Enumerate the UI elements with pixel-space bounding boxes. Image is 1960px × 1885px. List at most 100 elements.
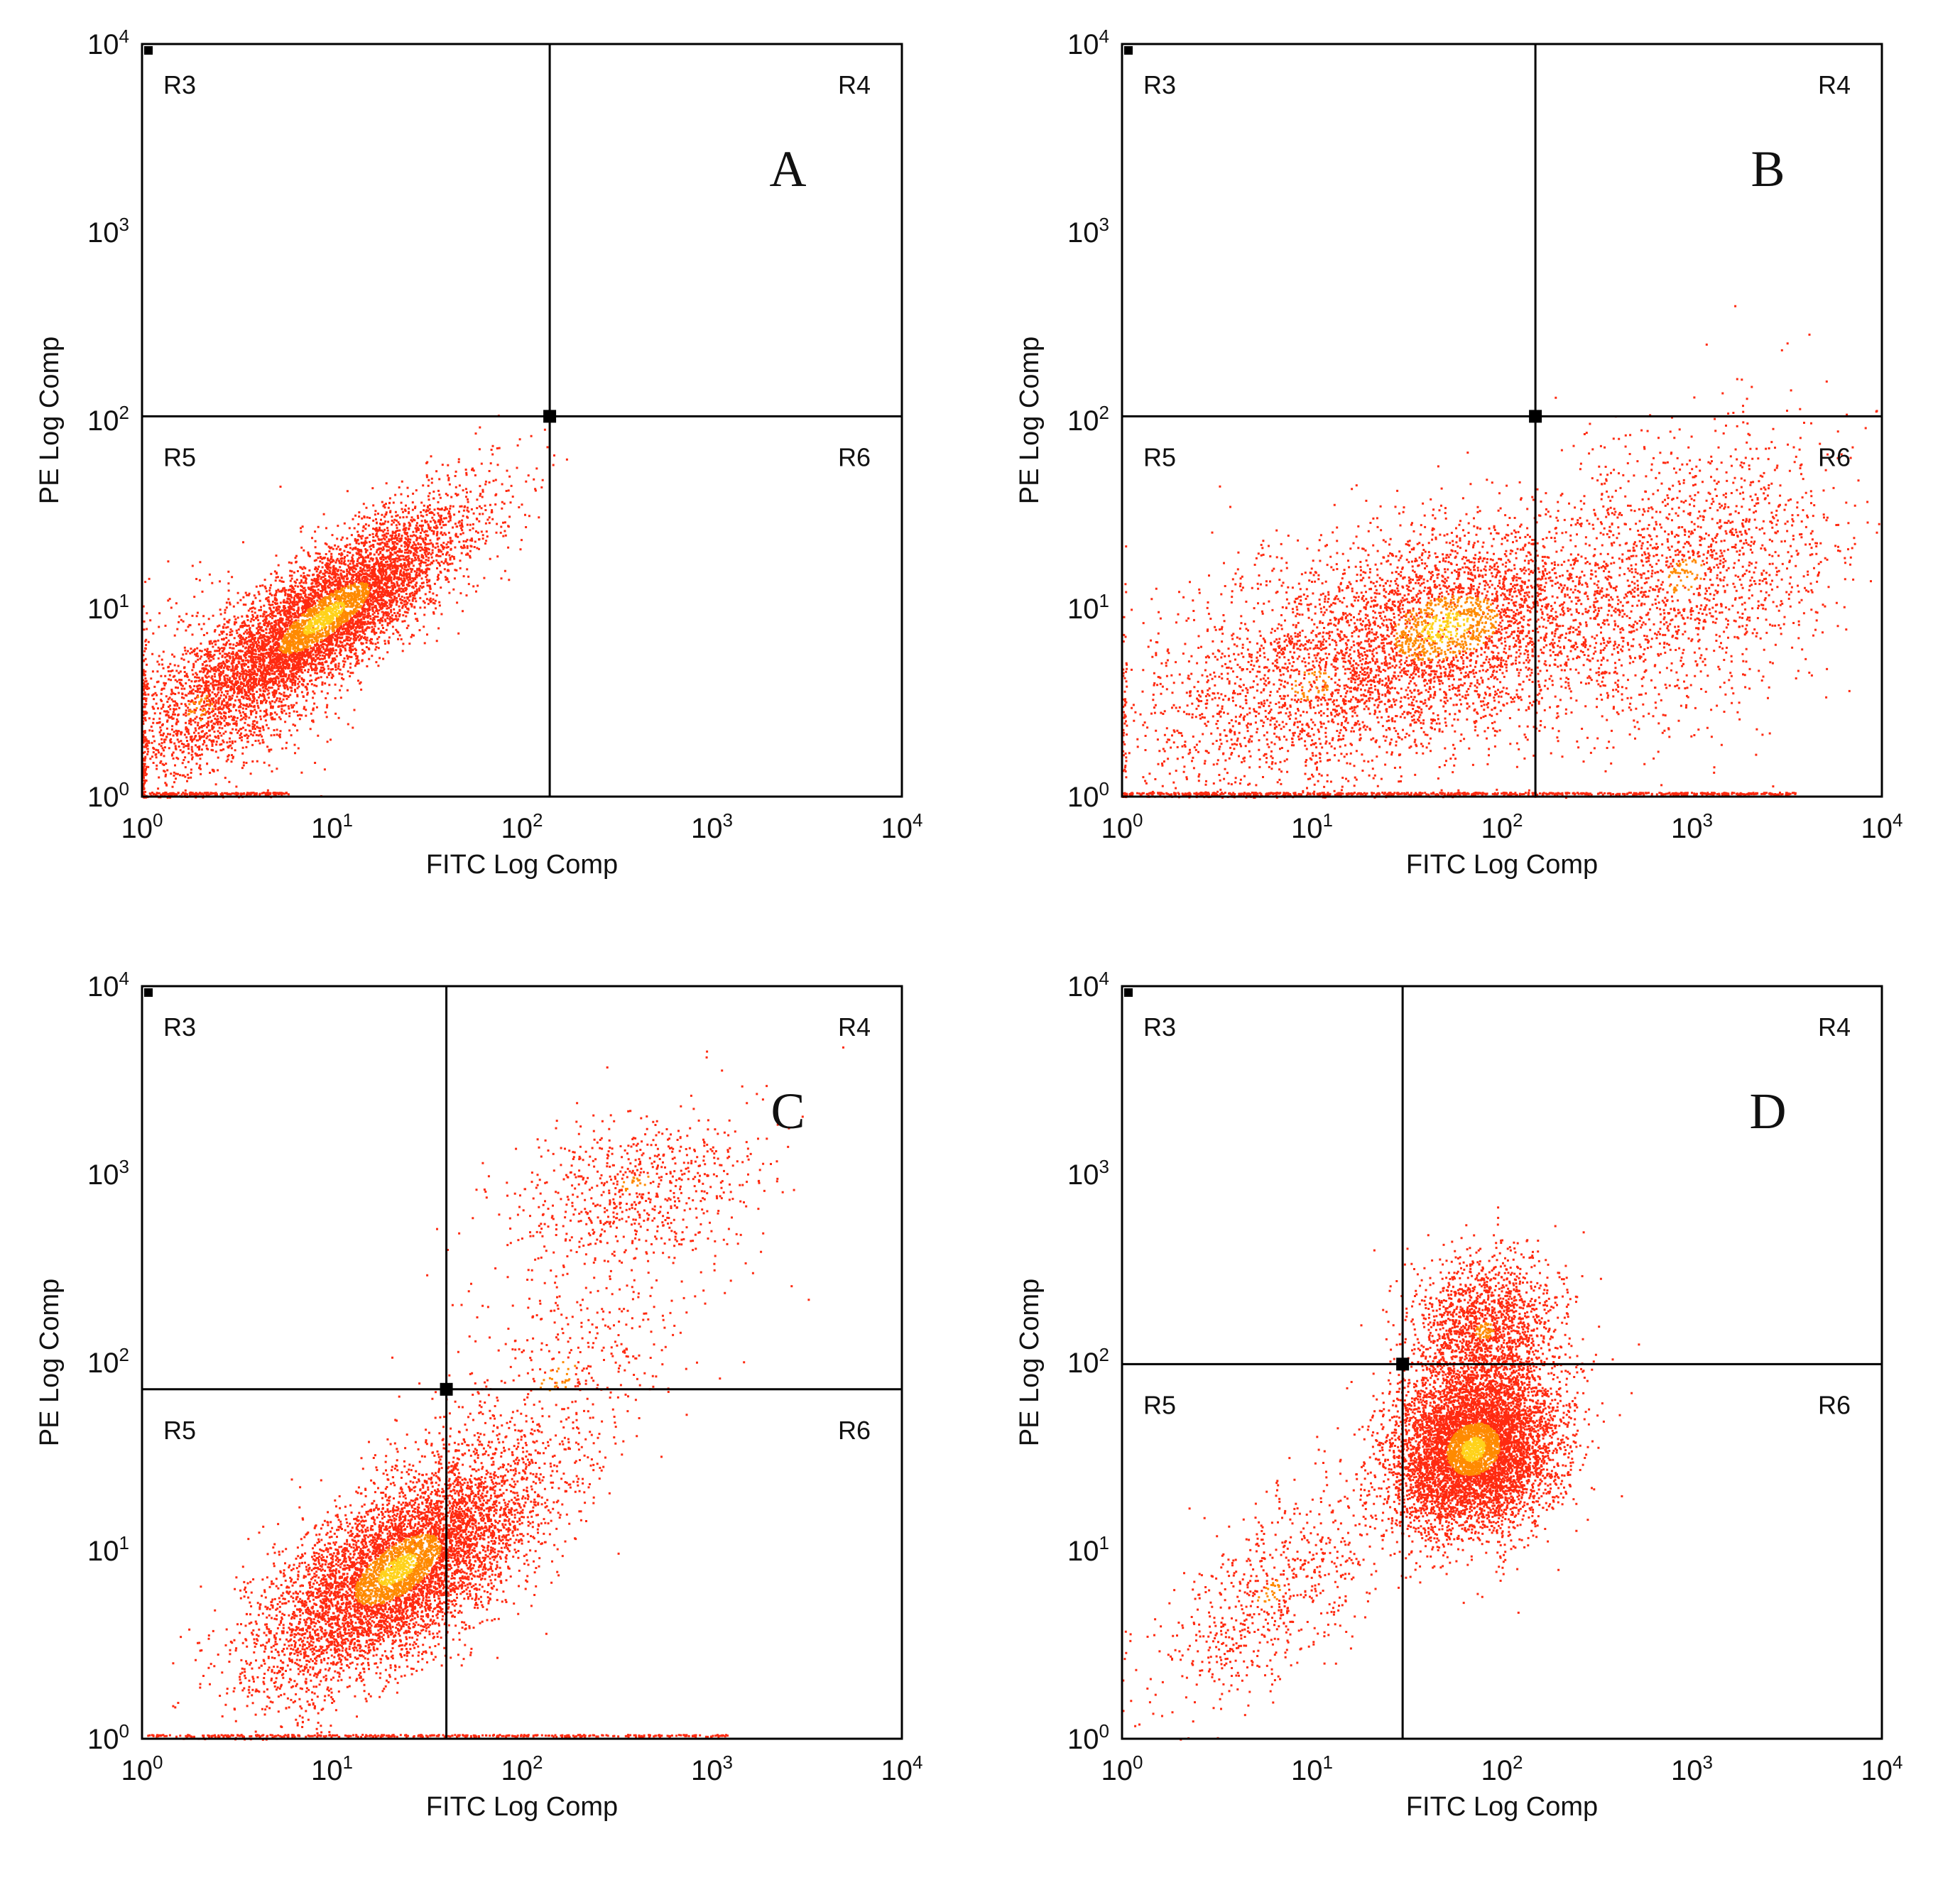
y-tick-label: 103: [1067, 214, 1109, 248]
dots-hotspot: [1421, 612, 1469, 643]
region-label-r5: R5: [1143, 442, 1176, 471]
region-label-r5: R5: [1143, 1390, 1176, 1419]
x-tick-label: 101: [1291, 1752, 1333, 1786]
dot-cloud: [1122, 1206, 1640, 1741]
region-label-r4: R4: [1818, 70, 1851, 99]
region-label-r6: R6: [838, 442, 871, 471]
y-tick-label: 104: [87, 968, 129, 1002]
x-axis-title: FITC Log Comp: [1406, 1792, 1598, 1822]
x-tick-label: 102: [1481, 809, 1523, 844]
x-axis-title: FITC Log Comp: [1406, 850, 1598, 880]
y-tick-label: 102: [87, 402, 129, 437]
dot-cloud: [142, 415, 568, 799]
panel-letter: B: [1751, 141, 1785, 197]
y-tick-label: 102: [87, 1344, 129, 1379]
x-tick-label: 100: [121, 1752, 163, 1786]
panel-c: R3 R4 R5 R6 C 100 101 102 103 104 100 101 102 103 104 F…: [0, 942, 980, 1884]
y-axis-title: PE Log Comp: [35, 1279, 65, 1447]
x-tick-label: 103: [1671, 1752, 1713, 1786]
quadrant-center-handle[interactable]: [543, 410, 557, 423]
y-tick-label: 102: [1067, 1344, 1109, 1379]
region-label-r3: R3: [1143, 1012, 1176, 1042]
region-label-r4: R4: [838, 1012, 871, 1042]
x-tick-label: 101: [311, 809, 353, 844]
y-axis-title: PE Log Comp: [35, 337, 65, 505]
corner-marker: [144, 46, 153, 55]
x-tick-label: 103: [691, 809, 733, 844]
y-tick-label: 104: [87, 26, 129, 60]
x-tick-label: 104: [1861, 1752, 1903, 1786]
panel-b: R3 R4 R5 R6 B 100 101 102 103 104 100 101 102 103 104 F…: [980, 0, 1960, 942]
x-tick-label: 102: [1481, 1752, 1523, 1786]
y-tick-label: 100: [1067, 778, 1109, 813]
region-label-r5: R5: [163, 442, 196, 471]
x-tick-label: 104: [881, 809, 923, 844]
y-tick-label: 104: [1067, 968, 1109, 1002]
corner-marker: [1124, 46, 1133, 55]
y-tick-label: 101: [87, 1532, 129, 1567]
region-label-r6: R6: [1818, 1390, 1851, 1419]
dots-hotspot: [303, 601, 345, 635]
scatter-plot-d: R3 R4 R5 R6 D 100 101 102 103 104 100 101 102 103 104 F…: [1015, 968, 1903, 1822]
region-label-r5: R5: [163, 1416, 196, 1445]
x-tick-label: 104: [1861, 809, 1903, 844]
x-axis-title: FITC Log Comp: [426, 850, 618, 880]
corner-marker: [144, 988, 153, 997]
dots-sparse: [142, 415, 568, 799]
dot-cloud: [147, 1046, 844, 1741]
panel-d: R3 R4 R5 R6 D 100 101 102 103 104 100 101 102 103 104 F…: [980, 942, 1960, 1884]
region-label-r4: R4: [838, 70, 871, 99]
scatter-plot-a: R3 R4 R5 R6 A 100 101 102 103 104 100 101 102 103 104 F…: [35, 26, 923, 880]
x-axis-title: FITC Log Comp: [426, 1792, 618, 1822]
plot-frame: [1121, 43, 1883, 798]
y-tick-label: 101: [87, 590, 129, 625]
dots-sparse: [147, 1046, 844, 1741]
y-tick-label: 103: [1067, 1156, 1109, 1191]
x-tick-label: 100: [1101, 809, 1143, 844]
quadrant-center-handle[interactable]: [1396, 1357, 1410, 1371]
panel-letter: C: [771, 1083, 805, 1140]
y-tick-label: 104: [1067, 26, 1109, 60]
x-tick-label: 101: [311, 1752, 353, 1786]
dots-dense: [187, 581, 370, 721]
panel-letter: D: [1750, 1083, 1787, 1140]
dots-dense: [354, 1175, 650, 1606]
corner-marker: [1124, 988, 1133, 997]
y-tick-label: 102: [1067, 402, 1109, 437]
region-label-r6: R6: [1818, 442, 1851, 471]
y-tick-label: 100: [87, 778, 129, 813]
scatter-plot-c: R3 R4 R5 R6 C 100 101 102 103 104 100 101 102 103 104 F…: [35, 968, 923, 1822]
dots-sparse: [1122, 305, 1880, 799]
y-axis-title: PE Log Comp: [1015, 337, 1045, 505]
y-tick-label: 101: [1067, 1532, 1109, 1567]
region-label-r4: R4: [1818, 1012, 1851, 1042]
x-tick-label: 100: [1101, 1752, 1143, 1786]
dots-sparse: [1122, 1206, 1640, 1741]
region-label-r3: R3: [163, 70, 196, 99]
x-tick-label: 103: [1671, 809, 1713, 844]
y-tick-label: 100: [1067, 1720, 1109, 1755]
plot-frame: [141, 43, 903, 798]
plot-frame: [1121, 985, 1883, 1740]
x-tick-label: 100: [121, 809, 163, 844]
dots-dense: [1257, 1321, 1501, 1603]
x-tick-label: 103: [691, 1752, 733, 1786]
panel-letter: A: [770, 141, 807, 197]
x-tick-label: 104: [881, 1752, 923, 1786]
x-tick-label: 102: [501, 809, 543, 844]
y-tick-label: 103: [87, 214, 129, 248]
panel-a: R3 R4 R5 R6 A 100 101 102 103 104 100 101 102 103 104 F…: [0, 0, 980, 942]
y-tick-label: 103: [87, 1156, 129, 1191]
quadrant-center-handle[interactable]: [440, 1382, 453, 1396]
y-tick-label: 100: [87, 1720, 129, 1755]
x-tick-label: 101: [1291, 809, 1333, 844]
dots-hotspot: [378, 1553, 418, 1587]
x-tick-label: 102: [501, 1752, 543, 1786]
region-label-r3: R3: [1143, 70, 1176, 99]
plot-frame: [141, 985, 903, 1740]
dot-cloud: [1122, 305, 1880, 799]
quadrant-center-handle[interactable]: [1529, 410, 1542, 423]
y-tick-label: 101: [1067, 590, 1109, 625]
scatter-plot-b: R3 R4 R5 R6 B 100 101 102 103 104 100 101 102 103 104 F…: [1015, 26, 1903, 880]
